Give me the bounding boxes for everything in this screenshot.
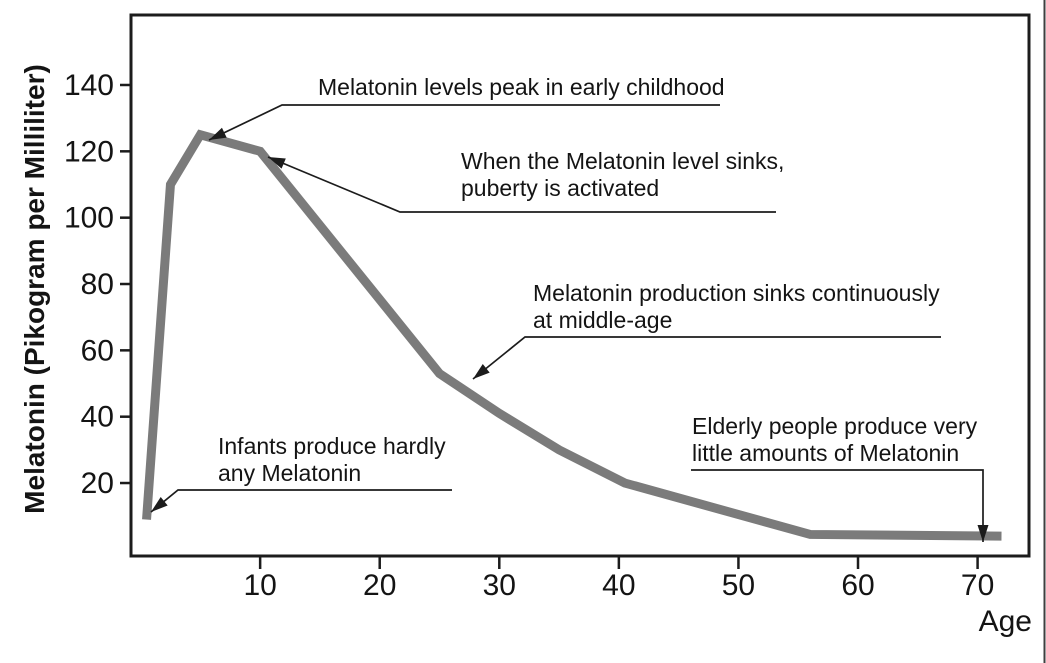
y-tick-label: 120: [64, 135, 114, 168]
annotation-arrow-puberty-activation: [268, 157, 286, 169]
annotation-text-elderly-low-melatonin: little amounts of Melatonin: [692, 440, 959, 466]
annotation-leader-peak-early-childhood: [208, 104, 720, 141]
annotation-leader-elderly-low-melatonin: [691, 469, 984, 542]
annotation-text-peak-early-childhood: Melatonin levels peak in early childhood: [318, 74, 725, 100]
annotation-text-middle-age-decline: at middle-age: [533, 307, 672, 333]
x-tick-label: 10: [243, 569, 276, 602]
annotation-text-elderly-low-melatonin: Elderly people produce very: [692, 413, 978, 439]
x-tick-label: 20: [363, 569, 396, 602]
annotation-leader-infants-low-melatonin: [150, 489, 452, 513]
series-line-melatonin-level-by-age: [142, 129, 1002, 541]
y-tick-label: 140: [64, 69, 114, 102]
annotation-text-puberty-activation: When the Melatonin level sinks,: [461, 148, 784, 174]
x-axis-title: Age: [979, 605, 1032, 638]
y-tick-label: 40: [81, 401, 114, 434]
annotation-arrow-infants-low-melatonin: [151, 496, 168, 512]
x-tick-label: 50: [722, 569, 755, 602]
annotation-text-puberty-activation: puberty is activated: [461, 175, 659, 201]
y-tick-label: 80: [81, 268, 114, 301]
y-tick-label: 60: [81, 334, 114, 367]
annotation-leader-puberty-activation: [267, 156, 776, 213]
annotation-arrow-peak-early-childhood: [209, 127, 227, 140]
y-tick-label: 100: [64, 202, 114, 235]
x-tick-label: 30: [483, 569, 516, 602]
plot-area: 10 20 30 40 50 60 70 20 40 60 80 100 120 140 Melatonin…: [64, 13, 1031, 602]
annotation-text-middle-age-decline: Melatonin production sinks continuously: [533, 280, 940, 306]
annotation-text-infants-low-melatonin: Infants produce hardly: [218, 433, 446, 459]
annotation-leader-middle-age-decline: [472, 336, 941, 380]
y-axis-title: Melatonin (Pikogram per Milliliter): [19, 64, 50, 514]
x-tick-label: 60: [841, 569, 874, 602]
annotation-arrow-elderly-low-melatonin: [977, 525, 989, 542]
plot-border: [129, 13, 1031, 558]
x-tick-label: 40: [602, 569, 635, 602]
annotation-text-infants-low-melatonin: any Melatonin: [218, 460, 361, 486]
x-tick-label: 70: [961, 569, 994, 602]
annotation-arrow-middle-age-decline: [473, 364, 490, 379]
y-tick-label: 20: [81, 467, 114, 500]
